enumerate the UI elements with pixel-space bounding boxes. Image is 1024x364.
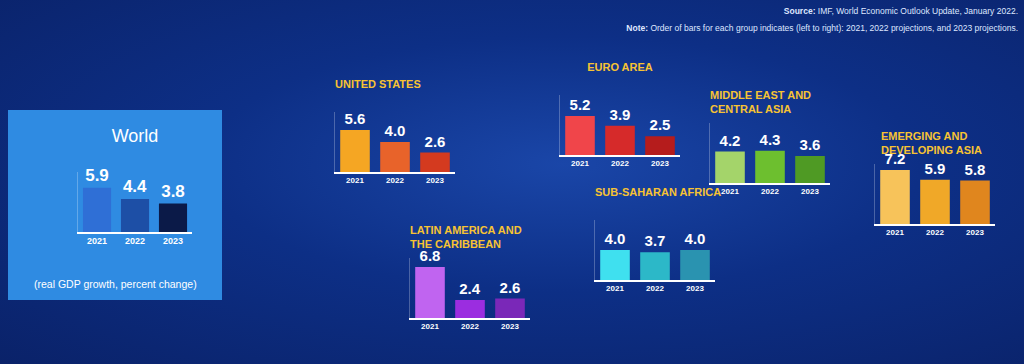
svg-text:SUB-SAHARAN AFRICA: SUB-SAHARAN AFRICA	[595, 186, 721, 198]
svg-text:3.7: 3.7	[645, 232, 666, 249]
svg-text:4.0: 4.0	[385, 122, 406, 139]
svg-text:MIDDLE EAST ANDCENTRAL ASIA: MIDDLE EAST ANDCENTRAL ASIA	[710, 89, 811, 115]
svg-text:EMERGING ANDDEVELOPING ASIA: EMERGING ANDDEVELOPING ASIA	[881, 130, 982, 156]
svg-text:2021: 2021	[886, 228, 904, 237]
svg-text:2023: 2023	[501, 322, 519, 331]
html-text:Note: Order of bars for each g: Note: Order of bars for each group indic…	[626, 23, 1018, 33]
svg-text:4.0: 4.0	[605, 230, 626, 247]
html-text:Source: IMF, World Economic Ou: Source: IMF, World Economic Outlook Upda…	[783, 6, 1018, 16]
svg-text:2021: 2021	[721, 187, 739, 196]
svg-text:5.9: 5.9	[85, 166, 109, 185]
svg-text:2021: 2021	[421, 322, 439, 331]
svg-text:3.9: 3.9	[610, 106, 631, 123]
svg-text:2022: 2022	[386, 176, 404, 185]
svg-text:6.8: 6.8	[420, 247, 441, 264]
svg-text:2.4: 2.4	[459, 280, 481, 297]
svg-text:2.5: 2.5	[650, 116, 671, 133]
svg-text:5.2: 5.2	[570, 96, 591, 113]
svg-text:(real GDP growth, percent chan: (real GDP growth, percent change)	[34, 278, 197, 290]
svg-text:2022: 2022	[125, 236, 145, 246]
svg-text:LATIN AMERICA ANDTHE CARIBBEAN: LATIN AMERICA ANDTHE CARIBBEAN	[410, 224, 522, 250]
svg-text:2023: 2023	[966, 228, 984, 237]
svg-text:7.2: 7.2	[885, 150, 906, 167]
svg-text:5.9: 5.9	[925, 160, 946, 177]
svg-text:2023: 2023	[801, 187, 819, 196]
svg-text:2022: 2022	[926, 228, 944, 237]
svg-text:3.6: 3.6	[800, 136, 821, 153]
svg-text:2022: 2022	[761, 187, 779, 196]
svg-text:UNITED STATES: UNITED STATES	[335, 78, 421, 90]
svg-text:4.2: 4.2	[720, 132, 741, 149]
svg-text:4.3: 4.3	[760, 131, 781, 148]
svg-text:2023: 2023	[163, 236, 183, 246]
svg-text:2021: 2021	[87, 236, 107, 246]
svg-text:2.6: 2.6	[425, 133, 446, 150]
svg-text:2022: 2022	[611, 159, 629, 168]
svg-text:EURO AREA: EURO AREA	[587, 61, 653, 73]
svg-text:2022: 2022	[646, 284, 664, 293]
svg-text:5.6: 5.6	[345, 110, 366, 127]
svg-text:2023: 2023	[426, 176, 444, 185]
svg-text:World: World	[112, 126, 159, 146]
svg-text:2021: 2021	[346, 176, 364, 185]
svg-text:2023: 2023	[686, 284, 704, 293]
svg-text:4.0: 4.0	[685, 230, 706, 247]
svg-text:5.8: 5.8	[965, 161, 986, 178]
svg-text:2023: 2023	[651, 159, 669, 168]
svg-text:4.4: 4.4	[123, 177, 147, 196]
svg-text:3.8: 3.8	[161, 182, 185, 201]
svg-text:2021: 2021	[571, 159, 589, 168]
svg-text:2022: 2022	[461, 322, 479, 331]
svg-text:2021: 2021	[606, 284, 624, 293]
svg-text:2.6: 2.6	[500, 279, 521, 296]
